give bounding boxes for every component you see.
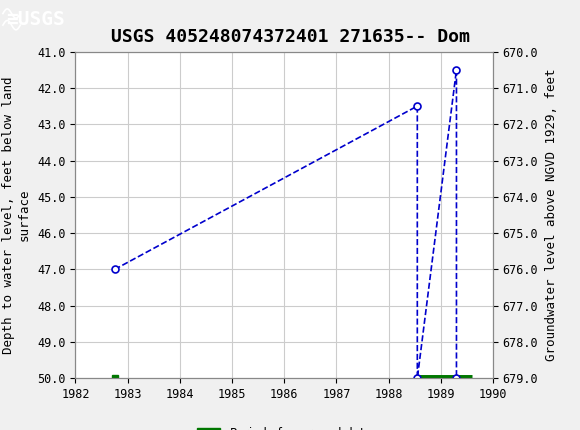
- Y-axis label: Groundwater level above NGVD 1929, feet: Groundwater level above NGVD 1929, feet: [545, 69, 559, 361]
- Text: ≡USGS: ≡USGS: [6, 10, 64, 29]
- Legend: Period of approved data: Period of approved data: [192, 422, 376, 430]
- Text: USGS 405248074372401 271635-- Dom: USGS 405248074372401 271635-- Dom: [111, 28, 469, 46]
- Y-axis label: Depth to water level, feet below land
surface: Depth to water level, feet below land su…: [2, 76, 30, 354]
